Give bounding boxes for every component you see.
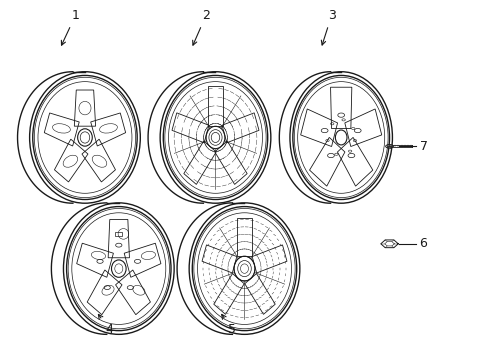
Text: 2: 2 <box>192 9 209 45</box>
Text: 3: 3 <box>321 9 335 45</box>
Text: 4: 4 <box>98 314 113 336</box>
Text: 5: 5 <box>221 314 236 336</box>
Text: 7: 7 <box>419 140 427 153</box>
Text: 1: 1 <box>61 9 79 45</box>
Text: 6: 6 <box>419 237 427 250</box>
Bar <box>115 232 122 237</box>
